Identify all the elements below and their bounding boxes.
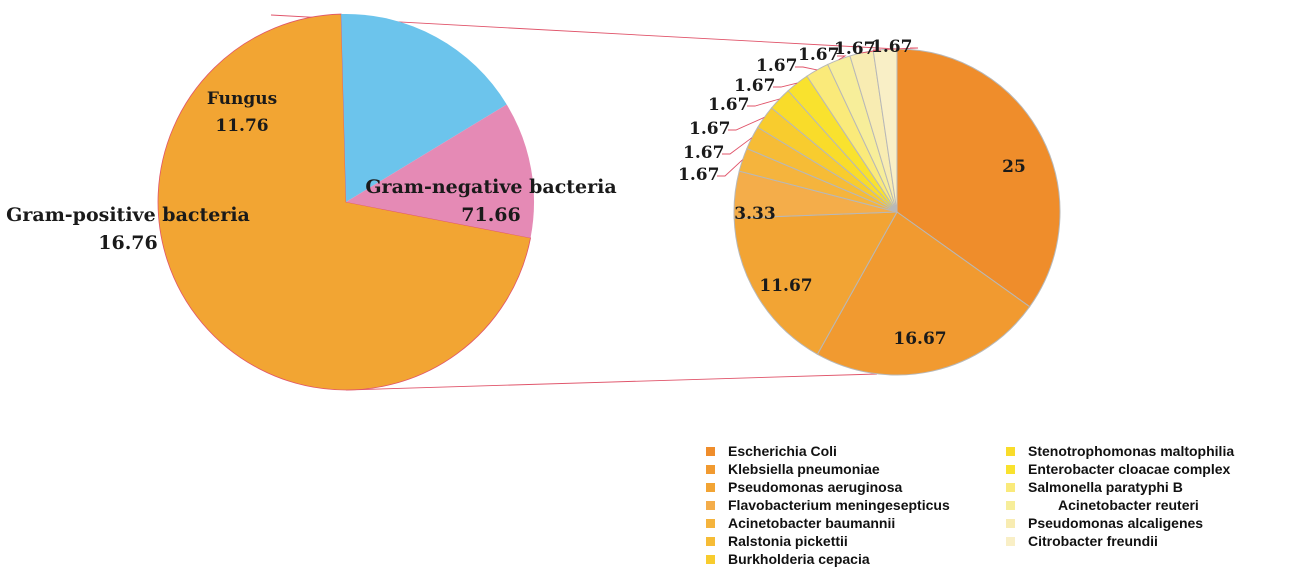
main-slice-fungus — [346, 104, 535, 238]
legend-swatch — [1006, 537, 1015, 546]
main-category-label: Gram-negative bacteria — [365, 176, 616, 198]
sub-value-label: 1.67 — [689, 119, 730, 139]
leader-line — [747, 98, 780, 107]
legend-swatch — [1006, 465, 1015, 474]
legend: Escherichia Coli Klebsiella pneumoniae Pse… — [706, 443, 1234, 567]
legend-label: Pseudomonas aeruginosa — [728, 479, 902, 495]
legend-label: Flavobacterium meningesepticus — [728, 497, 950, 513]
legend-swatch — [706, 537, 715, 546]
legend-swatch — [706, 501, 715, 510]
main-value-label: 71.66 — [461, 204, 521, 226]
legend-swatch — [1006, 519, 1015, 528]
sub-value-label: 16.67 — [893, 329, 946, 349]
legend-swatch — [1006, 483, 1015, 492]
legend-label: Pseudomonas alcaligenes — [1028, 515, 1203, 531]
leader-line — [773, 82, 798, 88]
sub-value-label: 1.67 — [834, 39, 875, 59]
legend-swatch — [706, 555, 715, 564]
sub-value-label: 1.67 — [871, 37, 912, 57]
legend-swatch — [1006, 501, 1015, 510]
legend-label: Klebsiella pneumoniae — [728, 461, 880, 477]
legend-label: Escherichia Coli — [728, 443, 837, 459]
sub-value-label: 1.67 — [756, 56, 797, 76]
sub-slice-klebsiella-pneumoniae — [816, 211, 1031, 376]
leader-line — [722, 137, 753, 155]
sub-value-label: 25 — [1002, 157, 1026, 177]
legend-swatch — [1006, 447, 1015, 456]
leader-line — [885, 47, 919, 50]
legend-label: Stenotrophomonas maltophilia — [1028, 443, 1234, 459]
legend-swatch — [706, 465, 715, 474]
sub-slice-escherichia-coli — [896, 48, 1061, 308]
main-pie: Gram-negative bacteria 71.66 Gram-positive… — [6, 13, 617, 391]
sub-value-label: 1.67 — [678, 165, 719, 185]
main-value-label: 11.76 — [215, 116, 268, 136]
legend-swatch — [706, 483, 715, 492]
sub-value-label: 3.33 — [734, 204, 775, 224]
connector-line-bottom — [345, 373, 878, 391]
leader-line — [795, 66, 818, 71]
main-slice-gram-negative-bacteria — [157, 13, 532, 391]
sub-value-label: 1.67 — [683, 143, 724, 163]
sub-value-label: 1.67 — [798, 45, 839, 65]
sub-slice-pseudomonas-aeruginosa — [733, 211, 898, 355]
leader-line — [717, 159, 743, 177]
main-slice-gram-positive-bacteria — [341, 13, 507, 203]
legend-label: Salmonella paratyphi B — [1028, 479, 1183, 495]
legend-swatch — [706, 447, 715, 456]
sub-value-label: 11.67 — [759, 276, 812, 296]
main-value-label: 16.76 — [98, 232, 158, 254]
legend-label: Ralstonia pickettii — [728, 533, 848, 549]
leader-line — [837, 55, 847, 61]
sub-value-label: 1.67 — [734, 76, 775, 96]
sub-value-label: 1.67 — [708, 95, 749, 115]
legend-label: Acinetobacter reuteri — [1058, 497, 1199, 513]
sub-pie: 2516.6711.673.331.671.671.671.671.671.67… — [678, 37, 1061, 376]
legend-swatch — [706, 519, 715, 528]
legend-label: Burkholderia cepacia — [728, 551, 870, 567]
legend-label: Enterobacter cloacae complex — [1028, 461, 1231, 477]
leader-line — [728, 116, 765, 131]
leader-line — [861, 49, 882, 54]
legend-label: Acinetobacter baumannii — [728, 515, 895, 531]
legend-label: Citrobacter freundii — [1028, 533, 1158, 549]
main-category-label: Fungus — [207, 89, 277, 109]
main-category-label: Gram-positive bacteria — [6, 204, 250, 226]
